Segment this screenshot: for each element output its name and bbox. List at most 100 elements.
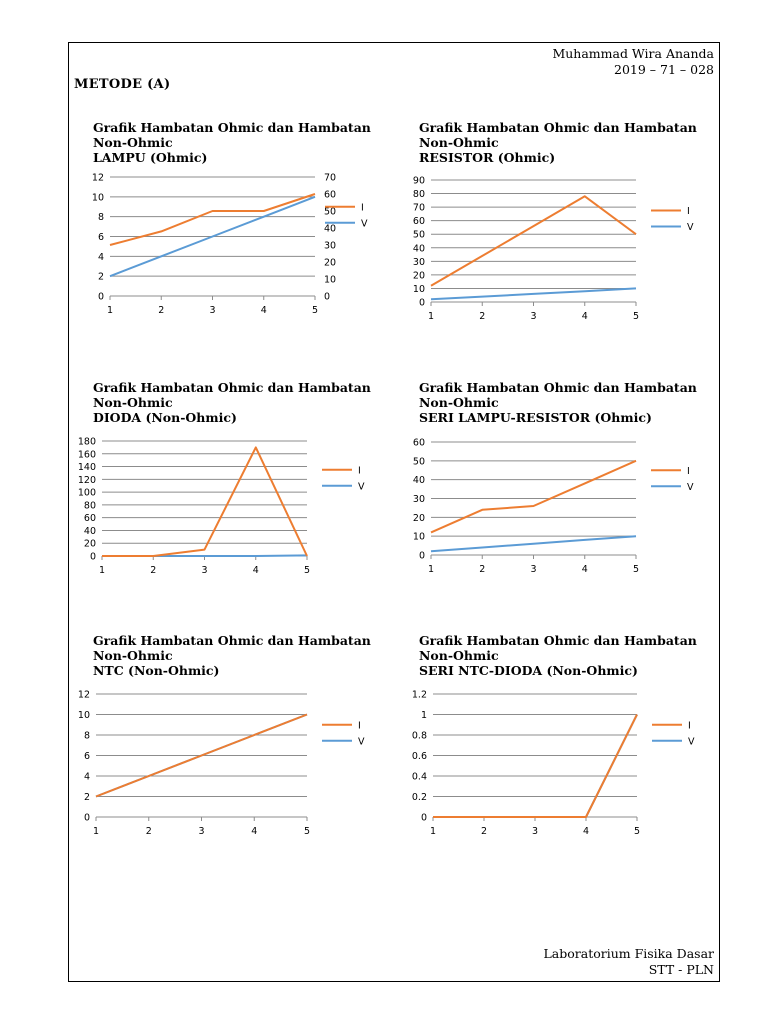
y-tick-label: 50: [413, 456, 425, 467]
x-tick-label: 2: [479, 564, 485, 575]
y2-tick-label: 40: [324, 224, 336, 235]
y-tick-label: 70: [413, 203, 425, 214]
series-line-i: [430, 195, 637, 287]
y-tick-label: 4: [98, 252, 104, 263]
x-tick-label: 2: [146, 826, 152, 837]
y2-tick-label: 0: [324, 292, 330, 303]
legend-label-v: V: [358, 736, 365, 747]
y-tick-label: 20: [413, 270, 425, 281]
legend-label-i: I: [358, 720, 361, 731]
y-tick-label: 1: [421, 710, 427, 721]
y-tick-label: 10: [413, 284, 425, 295]
y-tick-label: 120: [78, 475, 96, 486]
y-tick-label: 0: [98, 292, 104, 303]
x-tick-label: 5: [312, 305, 318, 316]
x-tick-label: 4: [582, 564, 588, 575]
footer-lab: Laboratorium Fisika Dasar: [543, 946, 714, 961]
y2-tick-label: 10: [324, 275, 336, 286]
y-tick-label: 4: [84, 772, 90, 783]
x-tick-label: 3: [209, 305, 215, 316]
header-block: Muhammad Wira Ananda 2019 – 71 – 028: [552, 46, 714, 78]
x-tick-label: 3: [198, 826, 204, 837]
legend-label-v: V: [687, 222, 694, 233]
y-tick-label: 30: [413, 494, 425, 505]
student-id: 2019 – 71 – 028: [614, 62, 714, 77]
y-tick-label: 8: [84, 731, 90, 742]
y2-tick-label: 60: [324, 190, 336, 201]
y2-tick-label: 20: [324, 258, 336, 269]
x-tick-label: 4: [251, 826, 257, 837]
y-tick-label: 0: [419, 298, 425, 309]
x-tick-label: 5: [633, 564, 639, 575]
y-tick-label: 20: [413, 513, 425, 524]
x-tick-label: 1: [99, 565, 105, 576]
y-tick-label: 6: [84, 751, 90, 762]
y-tick-label: 60: [84, 513, 96, 524]
y2-tick-label: 30: [324, 241, 336, 252]
y-tick-label: 80: [84, 500, 96, 511]
series-line-v: [430, 535, 637, 553]
x-tick-label: 4: [261, 305, 267, 316]
series-line-i: [109, 193, 316, 246]
y-tick-label: 0: [421, 813, 427, 824]
y-tick-label: 0: [90, 552, 96, 563]
y-tick-label: 12: [78, 690, 90, 701]
chart-title-seri-lampu-resistor: Grafik Hambatan Ohmic dan Hambatan Non-O…: [419, 380, 697, 425]
series-line-i: [95, 713, 308, 798]
footer-block: Laboratorium Fisika Dasar STT - PLN: [543, 946, 714, 978]
legend-label-i: I: [687, 206, 690, 217]
x-tick-label: 5: [304, 565, 310, 576]
y-tick-label: 0.2: [412, 792, 427, 803]
y-tick-label: 60: [413, 216, 425, 227]
legend-label-v: V: [361, 218, 368, 229]
y2-tick-label: 50: [324, 207, 336, 218]
y-tick-label: 0.4: [412, 772, 427, 783]
chart-title-seri-ntc-dioda: Grafik Hambatan Ohmic dan Hambatan Non-O…: [419, 633, 697, 678]
legend-label-i: I: [687, 466, 690, 477]
y-tick-label: 0.8: [412, 731, 427, 742]
y-tick-label: 90: [413, 176, 425, 187]
y-tick-label: 12: [92, 173, 104, 184]
series-line-v: [433, 714, 638, 818]
y-tick-label: 10: [78, 710, 90, 721]
y-tick-label: 40: [84, 526, 96, 537]
series-line-i: [102, 446, 308, 557]
x-tick-label: 4: [582, 311, 588, 322]
x-tick-label: 1: [430, 826, 436, 837]
y-tick-label: 8: [98, 212, 104, 223]
x-tick-label: 4: [583, 826, 589, 837]
y-tick-label: 30: [413, 257, 425, 268]
series-line-i: [433, 714, 638, 818]
series-line-v: [430, 287, 637, 301]
y-tick-label: 6: [98, 232, 104, 243]
x-tick-label: 2: [158, 305, 164, 316]
legend-label-i: I: [358, 465, 361, 476]
y-tick-label: 0: [419, 551, 425, 562]
x-tick-label: 3: [530, 311, 536, 322]
chart-title-lampu: Grafik Hambatan Ohmic dan Hambatan Non-O…: [93, 120, 371, 165]
y-tick-label: 2: [84, 792, 90, 803]
chart-title-resistor: Grafik Hambatan Ohmic dan Hambatan Non-O…: [419, 120, 697, 165]
x-tick-label: 5: [304, 826, 310, 837]
footer-institution: STT - PLN: [648, 962, 714, 977]
y-tick-label: 1.2: [412, 690, 427, 701]
x-tick-label: 5: [634, 826, 640, 837]
y-tick-label: 0.6: [412, 751, 427, 762]
chart-title-ntc: Grafik Hambatan Ohmic dan Hambatan Non-O…: [93, 633, 371, 678]
chart-title-dioda: Grafik Hambatan Ohmic dan Hambatan Non-O…: [93, 380, 371, 425]
y-tick-label: 60: [413, 438, 425, 449]
y-tick-label: 0: [84, 813, 90, 824]
x-tick-label: 1: [93, 826, 99, 837]
series-line-i: [430, 459, 637, 534]
y-tick-label: 2: [98, 272, 104, 283]
x-tick-label: 4: [253, 565, 259, 576]
author-name: Muhammad Wira Ananda: [552, 46, 714, 61]
y-tick-label: 20: [84, 539, 96, 550]
x-tick-label: 1: [107, 305, 113, 316]
